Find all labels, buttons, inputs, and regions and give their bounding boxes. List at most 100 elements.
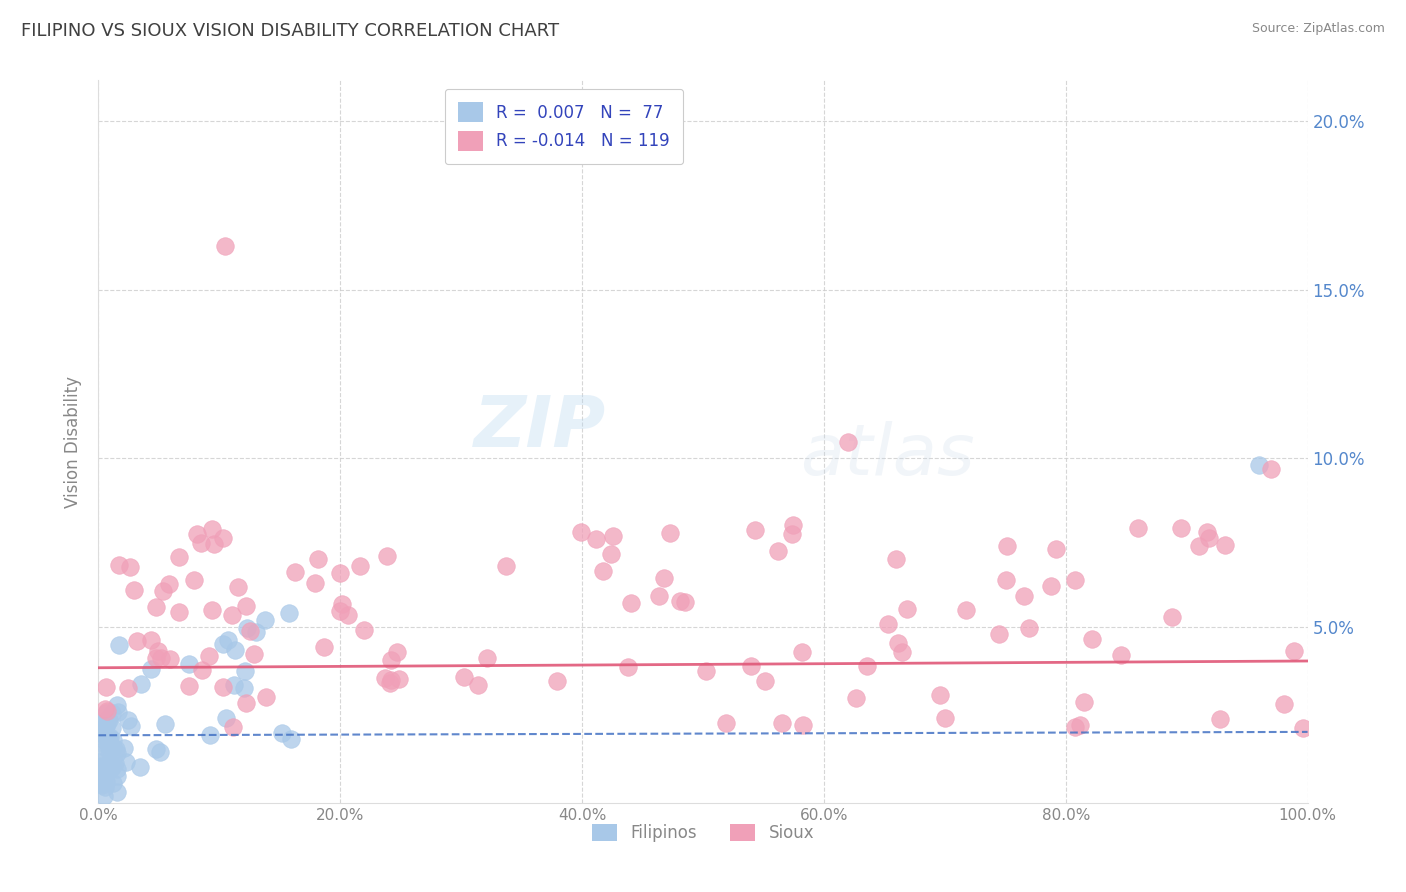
Point	[215, 711, 238, 725]
Point	[1284, 644, 1306, 658]
Point	[1109, 648, 1132, 663]
Point	[235, 622, 257, 636]
Point	[105, 762, 128, 776]
Legend: Filipinos, Sioux: Filipinos, Sioux	[585, 817, 821, 848]
Point	[877, 616, 900, 631]
Point	[278, 606, 301, 620]
Point	[129, 676, 152, 690]
Point	[152, 583, 174, 598]
Point	[117, 713, 139, 727]
Point	[211, 531, 233, 545]
Point	[117, 681, 139, 696]
Point	[105, 769, 128, 783]
Point	[104, 742, 127, 756]
Point	[104, 756, 127, 771]
Point	[792, 718, 814, 732]
Point	[141, 662, 163, 676]
Point	[105, 698, 128, 713]
Point	[96, 762, 118, 776]
Point	[198, 728, 221, 742]
Point	[91, 776, 114, 790]
Point	[929, 688, 952, 702]
Point	[93, 762, 115, 776]
Point	[120, 719, 142, 733]
Point	[93, 727, 115, 741]
Y-axis label: Vision Disability: Vision Disability	[65, 376, 83, 508]
Point	[93, 789, 115, 803]
Point	[891, 645, 914, 659]
Point	[385, 645, 408, 659]
Point	[845, 691, 868, 706]
Point	[93, 759, 115, 773]
Point	[1272, 697, 1295, 711]
Point	[754, 674, 776, 689]
Point	[353, 623, 375, 637]
Point	[146, 643, 169, 657]
Point	[149, 745, 172, 759]
Point	[108, 638, 131, 652]
Point	[1018, 621, 1040, 635]
Point	[167, 605, 190, 619]
Point	[90, 759, 112, 773]
Point	[695, 664, 717, 678]
Point	[108, 558, 131, 573]
Point	[740, 658, 762, 673]
Point	[115, 756, 138, 770]
Point	[224, 642, 246, 657]
Point	[314, 640, 336, 654]
Point	[669, 594, 692, 608]
Point	[96, 704, 118, 718]
Point	[214, 238, 236, 252]
Point	[988, 626, 1011, 640]
Point	[98, 731, 121, 745]
Point	[217, 632, 239, 647]
Point	[97, 764, 120, 779]
Point	[96, 731, 118, 745]
Point	[129, 760, 152, 774]
Point	[380, 673, 402, 687]
Point	[97, 711, 120, 725]
Point	[159, 652, 181, 666]
Point	[245, 625, 267, 640]
Text: ZIP: ZIP	[474, 392, 606, 461]
Point	[1260, 461, 1282, 475]
Point	[1040, 579, 1063, 593]
Point	[1064, 720, 1087, 734]
Point	[89, 717, 111, 731]
Point	[1195, 525, 1218, 540]
Point	[91, 772, 114, 786]
Point	[239, 624, 262, 639]
Point	[93, 732, 115, 747]
Point	[886, 552, 908, 566]
Point	[122, 583, 145, 598]
Point	[1126, 521, 1149, 535]
Point	[211, 680, 233, 694]
Point	[198, 648, 221, 663]
Point	[1012, 589, 1035, 603]
Point	[768, 544, 790, 558]
Point	[222, 720, 245, 734]
Point	[226, 580, 249, 594]
Point	[329, 566, 352, 581]
Point	[139, 633, 162, 648]
Point	[648, 589, 671, 603]
Point	[1073, 695, 1095, 709]
Text: atlas: atlas	[800, 422, 974, 491]
Point	[97, 742, 120, 756]
Point	[153, 716, 176, 731]
Point	[96, 774, 118, 789]
Point	[98, 739, 121, 753]
Point	[94, 718, 117, 732]
Point	[388, 672, 411, 686]
Point	[212, 637, 235, 651]
Point	[620, 597, 643, 611]
Point	[94, 730, 117, 744]
Point	[1209, 712, 1232, 726]
Point	[284, 565, 307, 579]
Point	[98, 756, 121, 770]
Point	[329, 604, 352, 618]
Point	[600, 547, 623, 561]
Point	[94, 680, 117, 694]
Point	[770, 716, 793, 731]
Point	[307, 551, 329, 566]
